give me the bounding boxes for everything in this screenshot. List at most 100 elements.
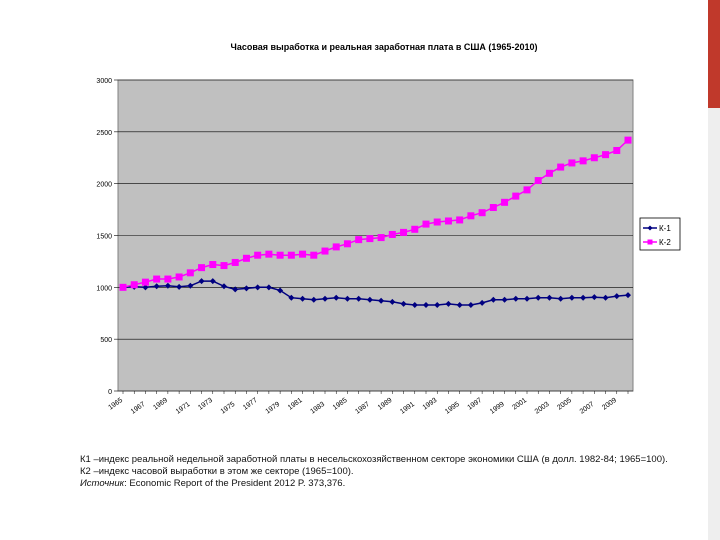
x-tick-label: 1981 — [287, 397, 304, 412]
k2-point — [321, 247, 329, 255]
caption-k2: К2 –индекс часовой выработки в этом же с… — [80, 466, 354, 477]
k1-point — [400, 300, 407, 307]
k1-point — [142, 284, 149, 291]
legend-label-k2: К-2 — [659, 238, 671, 247]
x-tick-label: 1967 — [130, 401, 147, 416]
k2-point — [310, 251, 318, 259]
y-axis: 0 500 1000 1500 2000 2500 3000 — [96, 78, 118, 396]
k1-point — [333, 294, 340, 301]
k2-point — [119, 283, 127, 291]
k1-point — [445, 300, 452, 307]
x-tick-label: 1965 — [107, 397, 124, 412]
x-tick-label: 1985 — [332, 397, 349, 412]
k2-point — [557, 163, 565, 171]
k2-point — [411, 225, 419, 233]
k2-point — [512, 192, 520, 200]
x-tick-label: 1989 — [377, 397, 394, 412]
k1-point — [434, 301, 441, 308]
series-k1 — [120, 278, 631, 308]
legend-box — [639, 217, 681, 251]
k2-point — [422, 220, 430, 228]
x-tick-label: 1983 — [309, 401, 326, 416]
legend: К-1 К-2 — [639, 217, 681, 251]
k2-point — [366, 235, 374, 243]
k2-point — [501, 198, 509, 206]
k1-point — [277, 287, 284, 294]
k1-point — [164, 282, 171, 289]
k2-point — [130, 281, 138, 289]
k2-point — [276, 251, 284, 259]
k1-point — [355, 295, 362, 302]
x-tick-label: 1991 — [399, 401, 416, 416]
y-tick-label: 2500 — [96, 130, 112, 137]
caption-source: Источник: Economic Report of the Preside… — [80, 478, 680, 490]
k1-point — [176, 283, 183, 290]
k1-point — [512, 295, 519, 302]
k1-point — [557, 295, 564, 302]
k2-point — [198, 264, 206, 272]
k1-point — [411, 301, 418, 308]
caption-k1: К1 –индекс реальной недельной заработной… — [80, 454, 668, 465]
x-tick-label: 1997 — [466, 397, 483, 412]
k1-point — [378, 297, 385, 304]
k2-point — [164, 275, 172, 283]
x-tick-label: 1995 — [444, 401, 461, 416]
k2-point — [523, 186, 531, 194]
k1-point — [456, 301, 463, 308]
x-axis: 1965 1967 1969 1971 1973 1975 1977 1979 1981 1983… — [107, 391, 629, 416]
x-tick-label: 1969 — [152, 397, 169, 412]
series-k2 — [119, 136, 632, 291]
k1-point — [265, 284, 272, 291]
k1-point — [254, 284, 261, 291]
x-tick-label: 2003 — [534, 401, 551, 416]
x-tick-label: 1979 — [264, 401, 281, 416]
y-tick-label: 500 — [100, 337, 112, 344]
k2-point — [568, 159, 576, 167]
x-tick-label: 1971 — [175, 401, 192, 416]
k1-point — [423, 301, 429, 308]
accent-bar — [708, 0, 720, 108]
caption: К1 –индекс реальной недельной заработной… — [80, 454, 680, 490]
k1-point — [535, 294, 542, 301]
k2-point — [355, 236, 363, 244]
k1-point — [232, 286, 239, 293]
accent-rule — [708, 108, 720, 540]
k1-point — [490, 296, 497, 303]
k2-point — [254, 251, 262, 259]
k2-point — [175, 273, 183, 281]
k1-point — [322, 295, 328, 302]
x-tick-label: 1987 — [354, 401, 371, 416]
k1-point — [501, 296, 508, 303]
x-tick-label: 1975 — [220, 401, 237, 416]
chart-title: Часовая выработка и реальная заработная … — [231, 42, 538, 52]
k2-point — [186, 269, 194, 277]
k1-point — [221, 283, 227, 290]
k2-point — [579, 157, 587, 165]
legend-label-k1: К-1 — [659, 224, 671, 233]
k1-point — [299, 295, 306, 302]
k2-point — [400, 228, 408, 236]
k1-point — [546, 294, 553, 301]
k2-point — [153, 275, 161, 283]
k2-point — [624, 136, 632, 144]
k1-point — [613, 293, 620, 300]
k2-point — [141, 278, 149, 286]
y-tick-label: 0 — [108, 389, 112, 396]
k1-point — [243, 285, 250, 292]
k1-point — [591, 294, 598, 301]
k2-point — [489, 204, 497, 212]
k1-point — [209, 278, 216, 285]
k2-line — [122, 139, 629, 289]
chart: Часовая выработка и реальная заработная … — [96, 42, 681, 416]
k1-point — [187, 282, 194, 289]
k2-point — [444, 217, 452, 225]
k2-point — [299, 250, 307, 258]
k1-point — [153, 283, 160, 290]
k1-point — [389, 298, 396, 305]
k1-point — [580, 294, 587, 301]
k2-point — [231, 258, 239, 266]
k2-point — [456, 216, 464, 224]
y-tick-label: 1000 — [96, 285, 112, 292]
k2-point — [242, 254, 250, 262]
x-tick-label: 1993 — [422, 397, 439, 412]
